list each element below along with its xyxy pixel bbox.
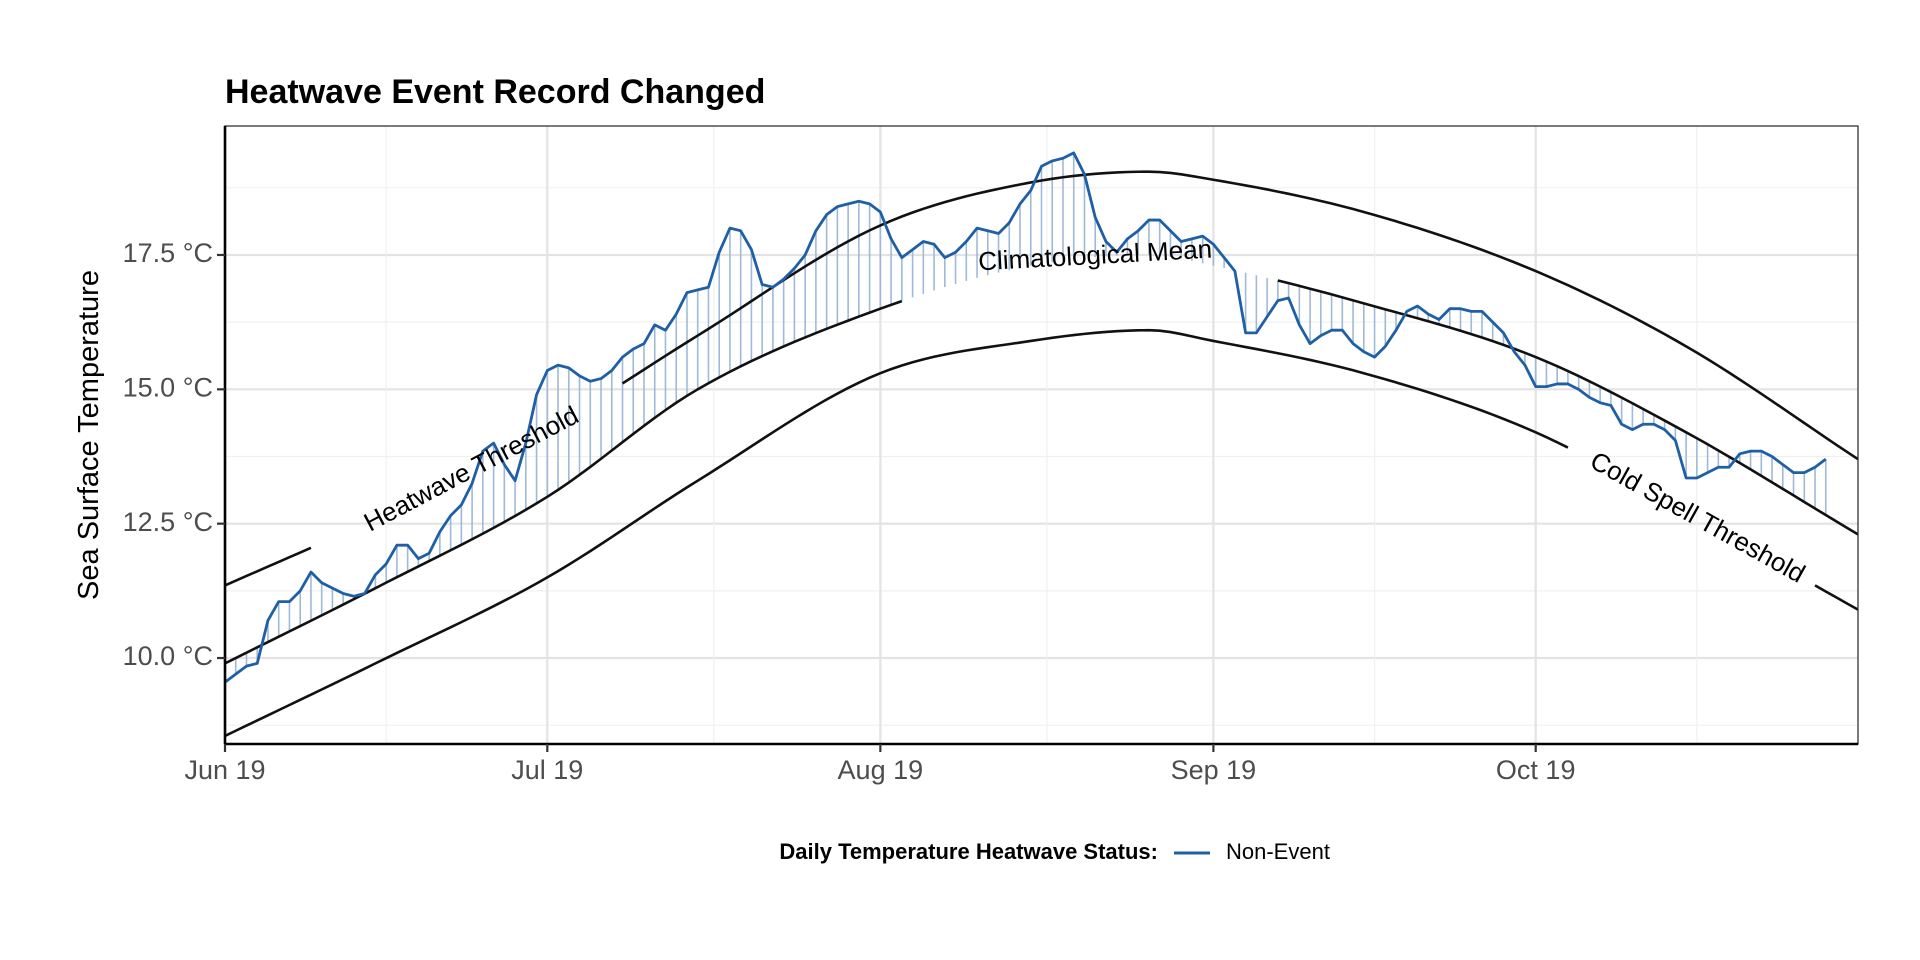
curve-labels: Heatwave Threshold Climatological Mean Col… — [359, 234, 1810, 589]
threshold-label: Heatwave Threshold — [359, 400, 583, 538]
cold_threshold-line — [1814, 584, 1859, 611]
climatology-line — [224, 299, 903, 665]
legend: Daily Temperature Heatwave Status: Non-E… — [779, 839, 1330, 864]
legend-title: Daily Temperature Heatwave Status: — [779, 839, 1158, 864]
cold_threshold-line — [224, 328, 1569, 738]
x-tick-label: Oct 19 — [1496, 755, 1576, 785]
climatology-line — [1277, 279, 1859, 536]
chart-title: Heatwave Event Record Changed — [225, 73, 765, 111]
threshold-line — [621, 170, 1859, 461]
threshold-line — [224, 546, 312, 587]
y-tick-label: 17.5 °C — [123, 238, 213, 268]
y-tick-label: 12.5 °C — [123, 507, 213, 537]
cold_threshold-label: Cold Spell Threshold — [1585, 445, 1810, 589]
temperature-series — [224, 151, 1827, 684]
reference-curves — [224, 170, 1859, 738]
climatology-label: Climatological Mean — [977, 234, 1212, 277]
x-tick-label: Jun 19 — [184, 755, 265, 785]
axes: 10.0 °C 12.5 °C 15.0 °C 17.5 °C Jun 19 Jul 19… — [123, 126, 1858, 785]
y-tick-label: 10.0 °C — [123, 641, 213, 671]
legend-label-non-event: Non-Event — [1226, 839, 1330, 864]
grid — [223, 126, 1858, 744]
y-axis-title: Sea Surface Temperature — [73, 270, 105, 600]
temperature-line — [224, 151, 1827, 684]
temperature-climatology-segments — [224, 152, 1827, 683]
y-tick-label: 15.0 °C — [123, 372, 213, 402]
x-tick-label: Aug 19 — [838, 755, 924, 785]
x-tick-label: Sep 19 — [1171, 755, 1257, 785]
x-tick-label: Jul 19 — [511, 755, 583, 785]
